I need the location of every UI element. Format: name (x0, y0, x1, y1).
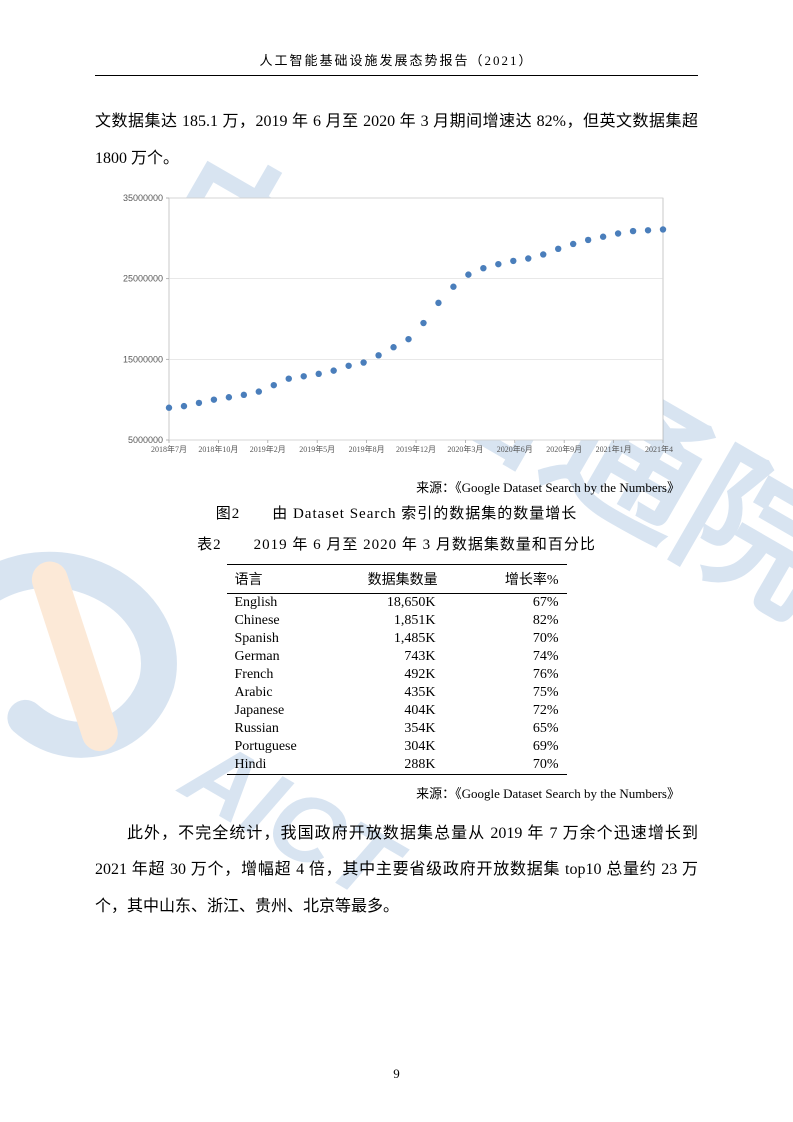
table-cell: German (227, 648, 340, 666)
table-header-cell: 增长率% (465, 564, 566, 593)
table-cell: 435K (340, 684, 466, 702)
table-cell: Chinese (227, 612, 340, 630)
table-cell: Portuguese (227, 738, 340, 756)
table-cell: 1,485K (340, 630, 466, 648)
svg-text:25000000: 25000000 (123, 273, 163, 283)
table-header-cell: 语言 (227, 564, 340, 593)
table-cell: Japanese (227, 702, 340, 720)
figure-caption: 图2 由 Dataset Search 索引的数据集的数量增长 (95, 502, 698, 523)
dataset-growth-chart: 5000000 15000000 25000000 35000000 2018年7月 20… (113, 188, 673, 473)
table-cell: 82% (465, 612, 566, 630)
svg-text:15000000: 15000000 (123, 354, 163, 364)
table-cell: French (227, 666, 340, 684)
table-row: French492K76% (227, 666, 567, 684)
table-row: Spanish1,485K70% (227, 630, 567, 648)
svg-text:2020年9月: 2020年9月 (546, 444, 582, 454)
paragraph-2: 此外，不完全统计，我国政府开放数据集总量从 2019 年 7 万余个迅速增长到 … (95, 816, 698, 926)
table-source: 来源：《Google Dataset Search by the Numbers… (95, 783, 680, 802)
svg-text:2018年10月: 2018年10月 (198, 444, 238, 454)
paragraph-1: 文数据集达 185.1 万，2019 年 6 月至 2020 年 3 月期间增速… (95, 104, 698, 178)
table-cell: 304K (340, 738, 466, 756)
svg-text:2019年2月: 2019年2月 (250, 444, 286, 454)
svg-text:2019年8月: 2019年8月 (349, 444, 385, 454)
table-row: Portuguese304K69% (227, 738, 567, 756)
table-cell: 65% (465, 720, 566, 738)
page-number: 9 (0, 1066, 793, 1082)
header-rule (95, 75, 698, 76)
table-row: German743K74% (227, 648, 567, 666)
table-header-cell: 数据集数量 (340, 564, 466, 593)
table-cell: Spanish (227, 630, 340, 648)
table-cell: 76% (465, 666, 566, 684)
table-cell: 69% (465, 738, 566, 756)
table-cell: 70% (465, 630, 566, 648)
table-cell: 70% (465, 756, 566, 775)
table-cell: Arabic (227, 684, 340, 702)
table-cell: 354K (340, 720, 466, 738)
table-cell: 1,851K (340, 612, 466, 630)
table-cell: Hindi (227, 756, 340, 775)
table-row: Chinese1,851K82% (227, 612, 567, 630)
table-row: Hindi288K70% (227, 756, 567, 775)
table-cell: 18,650K (340, 593, 466, 612)
table-cell: 72% (465, 702, 566, 720)
svg-text:2021年4月: 2021年4月 (645, 444, 673, 454)
table-cell: 74% (465, 648, 566, 666)
table-row: Arabic435K75% (227, 684, 567, 702)
svg-text:2019年12月: 2019年12月 (396, 444, 436, 454)
table-row: Russian354K65% (227, 720, 567, 738)
table-cell: English (227, 593, 340, 612)
svg-text:2018年7月: 2018年7月 (151, 444, 187, 454)
table-cell: 404K (340, 702, 466, 720)
table-cell: 75% (465, 684, 566, 702)
table-row: Japanese404K72% (227, 702, 567, 720)
table-cell: 492K (340, 666, 466, 684)
table-cell: 67% (465, 593, 566, 612)
dataset-language-table: 语言数据集数量增长率% English18,650K67%Chinese1,85… (227, 564, 567, 775)
page-header-title: 人工智能基础设施发展态势报告（2021） (95, 50, 698, 69)
table-cell: 743K (340, 648, 466, 666)
svg-text:2020年6月: 2020年6月 (497, 444, 533, 454)
svg-text:2021年1月: 2021年1月 (596, 444, 632, 454)
table-cell: Russian (227, 720, 340, 738)
svg-text:2019年5月: 2019年5月 (299, 444, 335, 454)
svg-text:35000000: 35000000 (123, 193, 163, 203)
svg-text:5000000: 5000000 (128, 435, 163, 445)
table-row: English18,650K67% (227, 593, 567, 612)
table-cell: 288K (340, 756, 466, 775)
table-caption: 表2 2019 年 6 月至 2020 年 3 月数据集数量和百分比 (95, 533, 698, 554)
svg-text:2020年3月: 2020年3月 (447, 444, 483, 454)
chart-source: 来源：《Google Dataset Search by the Numbers… (95, 477, 680, 496)
